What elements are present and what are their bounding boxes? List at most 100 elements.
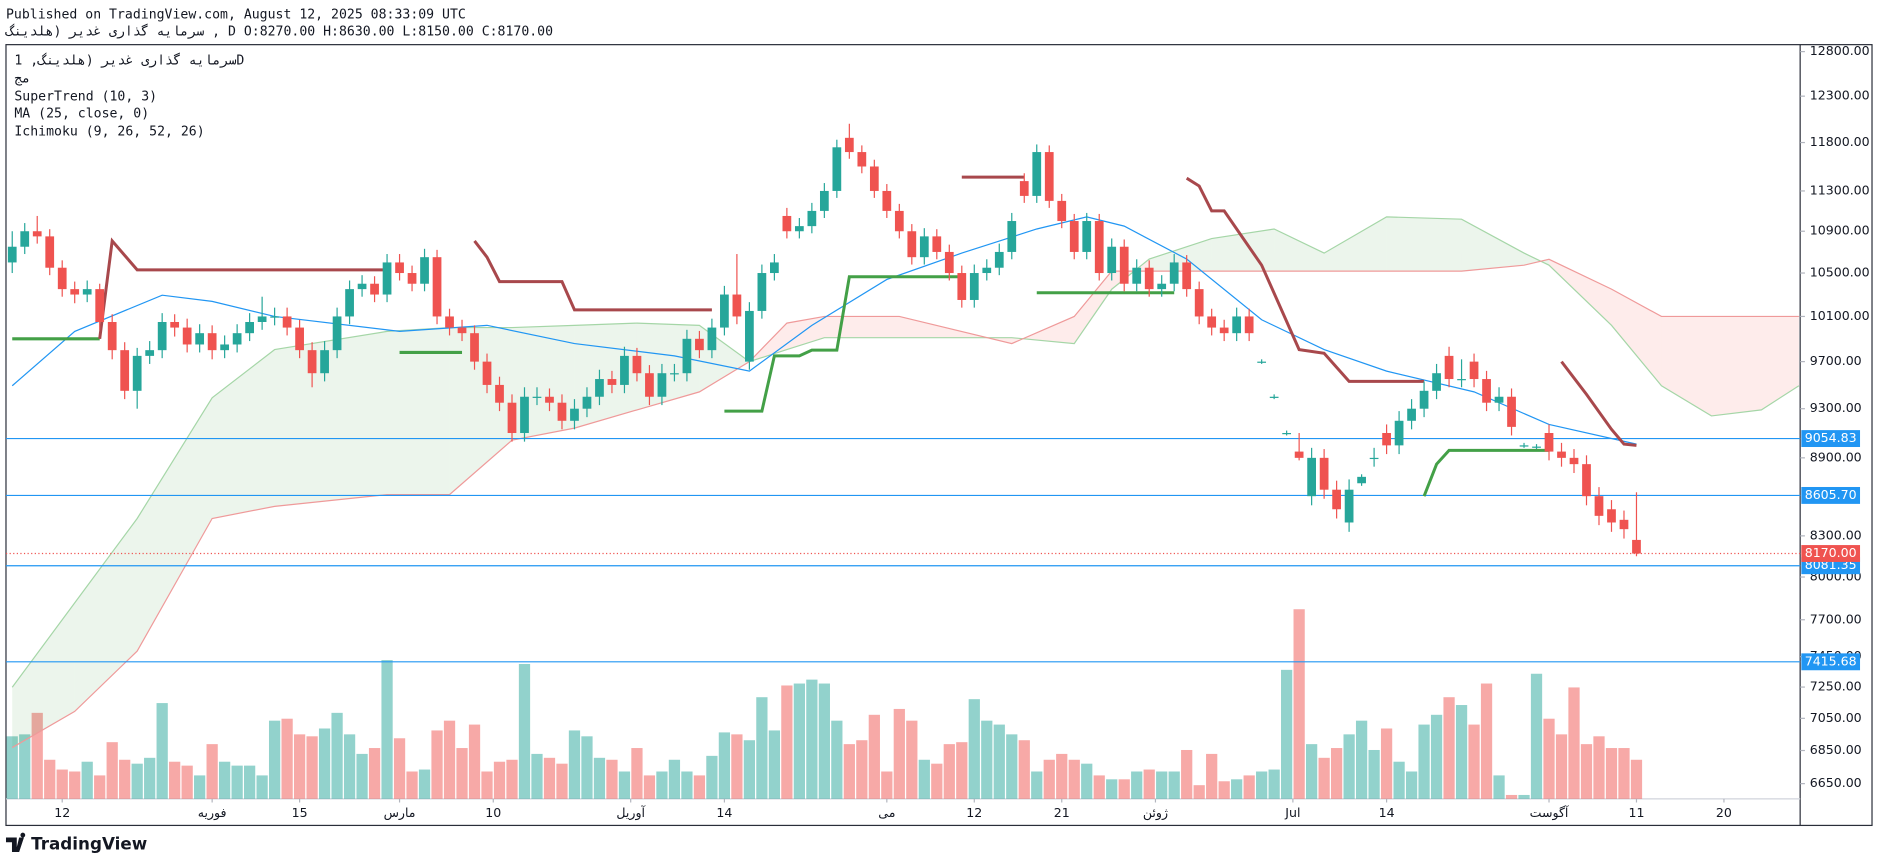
candle-body <box>182 327 192 345</box>
candle-body <box>57 267 67 290</box>
volume-bar <box>943 744 955 799</box>
candle-body <box>1607 509 1616 523</box>
volume-bar <box>1580 744 1593 799</box>
candle-body <box>869 166 879 191</box>
cloud-fill <box>1074 271 1112 344</box>
candle-body <box>1557 451 1566 458</box>
y-tick-label: 11300.00 <box>1810 182 1870 197</box>
candle-body <box>1619 519 1629 530</box>
candle-body <box>907 231 917 258</box>
candle-body <box>1357 476 1366 484</box>
volume-bar <box>581 736 593 799</box>
volume-bar <box>231 765 243 799</box>
volume-bar <box>1081 763 1093 799</box>
volume-bar <box>931 763 943 799</box>
candle-body <box>445 316 454 328</box>
volume-bar <box>431 730 443 799</box>
cloud-fill <box>212 349 275 519</box>
y-tick-label: 12300.00 <box>1810 88 1870 103</box>
cloud-fill <box>1149 238 1212 272</box>
candle-body <box>1369 457 1379 460</box>
candle-body <box>1207 316 1217 328</box>
volume-bar <box>1106 779 1118 799</box>
candle-body <box>607 379 617 385</box>
candle-body <box>1007 221 1017 252</box>
candle-body <box>1107 246 1117 274</box>
volume-bar <box>1393 761 1405 799</box>
legend-symbol: سرمایه گذاری غدیر (هلدینگ, 1D <box>14 51 244 68</box>
last-price-label: 8170.00 <box>1805 545 1857 560</box>
level-label: 9054.83 <box>1805 430 1857 445</box>
volume-bar <box>119 759 131 799</box>
y-tick-label: 10500.00 <box>1810 265 1870 280</box>
volume-bar <box>856 740 868 799</box>
x-tick-label: 12 <box>54 805 70 820</box>
volume-bar <box>281 718 293 799</box>
volume-bar <box>1293 609 1305 799</box>
candle-body <box>532 396 542 398</box>
volume-bar <box>94 775 106 799</box>
volume-bar <box>1355 720 1368 799</box>
volume-bar <box>893 708 905 799</box>
supertrend-down <box>98 237 388 340</box>
candle-body <box>1432 373 1441 391</box>
volume-bar <box>1593 736 1605 799</box>
candle-body <box>145 350 155 356</box>
candle-body <box>582 396 592 409</box>
volume-bar <box>169 761 181 799</box>
volume-bar <box>656 771 668 799</box>
volume-bar <box>443 720 456 799</box>
candle-body <box>1019 181 1029 196</box>
volume-bar <box>1143 769 1155 799</box>
candle-body <box>1519 445 1529 447</box>
candle-body <box>557 402 567 421</box>
cloud-fill <box>1211 228 1275 272</box>
frame <box>5 44 1873 827</box>
candle-body <box>345 289 354 317</box>
volume-bar <box>1181 749 1193 799</box>
volume-bar <box>506 759 518 799</box>
volume-bar <box>618 771 631 799</box>
candle-body <box>1194 289 1204 317</box>
cloud-fill <box>1461 219 1525 272</box>
y-tick-label: 7700.00 <box>1810 611 1862 626</box>
x-tick-label: مارس <box>384 805 416 821</box>
volume-bar <box>1568 687 1580 799</box>
candle-body <box>645 373 654 397</box>
candle-body <box>1182 262 1192 290</box>
candle-body <box>595 379 604 397</box>
candle-body <box>794 226 804 232</box>
cloud-fill <box>1274 228 1325 272</box>
candle-body <box>720 294 729 328</box>
x-tick-label: 14 <box>1379 805 1395 820</box>
volume-bar <box>818 683 830 799</box>
candle-body <box>1132 267 1142 284</box>
volume-bar <box>81 761 93 799</box>
candle-body <box>507 402 517 434</box>
candle-body <box>1332 489 1341 510</box>
span-b <box>11 258 1799 749</box>
volume-bar <box>1018 740 1030 799</box>
volume-bar <box>1006 734 1018 799</box>
volume-bar <box>181 765 193 799</box>
candle-body <box>1507 396 1516 427</box>
volume-bar <box>918 759 930 799</box>
candle-body <box>1219 327 1229 334</box>
volume-bar <box>968 699 980 799</box>
candle-body <box>282 316 292 328</box>
volume-bar <box>44 759 56 799</box>
volume-bar <box>393 738 406 799</box>
volume-bar <box>693 775 706 799</box>
volume-bar <box>543 757 556 799</box>
volume-bar <box>806 679 818 799</box>
y-tick-label: 9700.00 <box>1810 353 1862 368</box>
volume-bar <box>1281 669 1293 799</box>
volume-bar <box>1256 771 1268 799</box>
y-tick-label: 8900.00 <box>1810 449 1862 464</box>
volume-bar <box>1118 779 1130 799</box>
candle-body <box>1494 396 1504 403</box>
volume-bar <box>1493 775 1505 799</box>
candle-body <box>1444 355 1454 380</box>
volume-bar <box>518 663 531 799</box>
candle-body <box>157 322 167 351</box>
